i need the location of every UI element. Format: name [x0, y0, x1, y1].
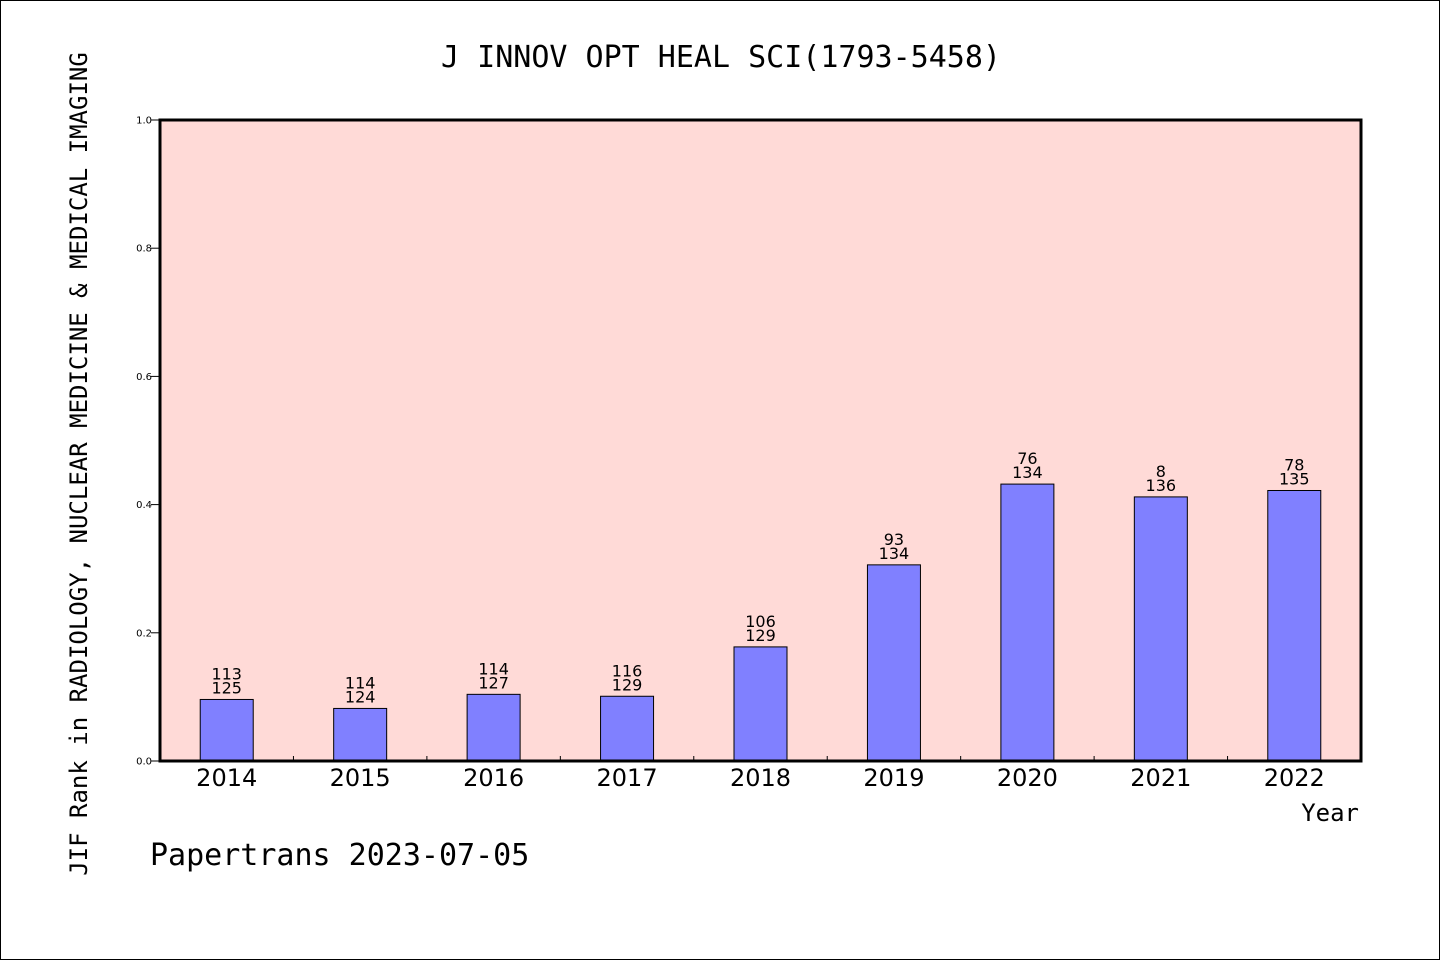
y-axis-label: JIF Rank in RADIOLOGY, NUCLEAR MEDICINE …	[65, 52, 93, 876]
bar-2016	[466, 693, 521, 762]
x-tick-label: 2014	[196, 764, 257, 792]
y-axis: 0.0 0.2 0.4 0.6 0.8 1.0	[136, 116, 160, 768]
bar-2017	[600, 695, 655, 762]
bar-2021	[1133, 496, 1188, 762]
bar-total-label: 135	[1279, 469, 1310, 488]
bar-total-label: 125	[211, 678, 242, 697]
bar-total-label: 129	[745, 626, 776, 645]
y-tick-label: 0.0	[136, 757, 152, 768]
bar-2019	[866, 564, 921, 762]
x-axis: 2014 2015 2016 2017 2018 2019 2020 2021 2022	[196, 756, 1325, 792]
x-tick-label: 2016	[463, 764, 524, 792]
footer-credit: Papertrans 2023-07-05	[150, 838, 529, 873]
bar-rank-label: 76	[1017, 449, 1037, 468]
y-tick-label: 0.4	[136, 500, 152, 511]
bar-rank-label: 78	[1284, 455, 1304, 474]
chart-title: J INNOV OPT HEAL SCI(1793-5458)	[441, 40, 1001, 75]
x-tick-label: 2017	[597, 764, 658, 792]
bar-rank-label: 93	[884, 530, 904, 549]
plot-border	[158, 118, 1363, 763]
bar-rank-label: 106	[745, 612, 776, 631]
bar-2015	[333, 707, 388, 762]
bar-rank-label: 114	[345, 673, 376, 692]
bar-2022	[1267, 489, 1322, 762]
x-tick-label: 2021	[1130, 764, 1191, 792]
x-tick-label: 2020	[997, 764, 1058, 792]
bar-2014	[199, 698, 254, 762]
bar-total-label: 129	[612, 675, 643, 694]
y-tick-label: 0.2	[136, 628, 152, 639]
x-tick-label: 2018	[730, 764, 791, 792]
bar-total-label: 124	[345, 687, 376, 706]
bar-rank-label: 8	[1156, 462, 1166, 481]
bar-2020	[1000, 483, 1055, 762]
bar-total-label: 127	[478, 673, 509, 692]
bar-rank-label: 116	[612, 661, 643, 680]
x-tick-label: 2022	[1264, 764, 1325, 792]
bar-total-label: 134	[879, 544, 910, 563]
x-tick-label: 2019	[863, 764, 924, 792]
x-tick-label: 2015	[330, 764, 391, 792]
x-axis-label: Year	[1301, 799, 1359, 827]
bar-total-label: 134	[1012, 463, 1043, 482]
y-tick-label: 0.8	[136, 244, 152, 255]
y-tick-label: 0.6	[136, 372, 152, 383]
bar-2018	[733, 646, 788, 762]
bar-total-label: 136	[1146, 476, 1177, 495]
y-tick-label: 1.0	[136, 116, 152, 127]
bar-rank-label: 114	[478, 659, 509, 678]
bar-rank-label: 113	[211, 664, 242, 683]
